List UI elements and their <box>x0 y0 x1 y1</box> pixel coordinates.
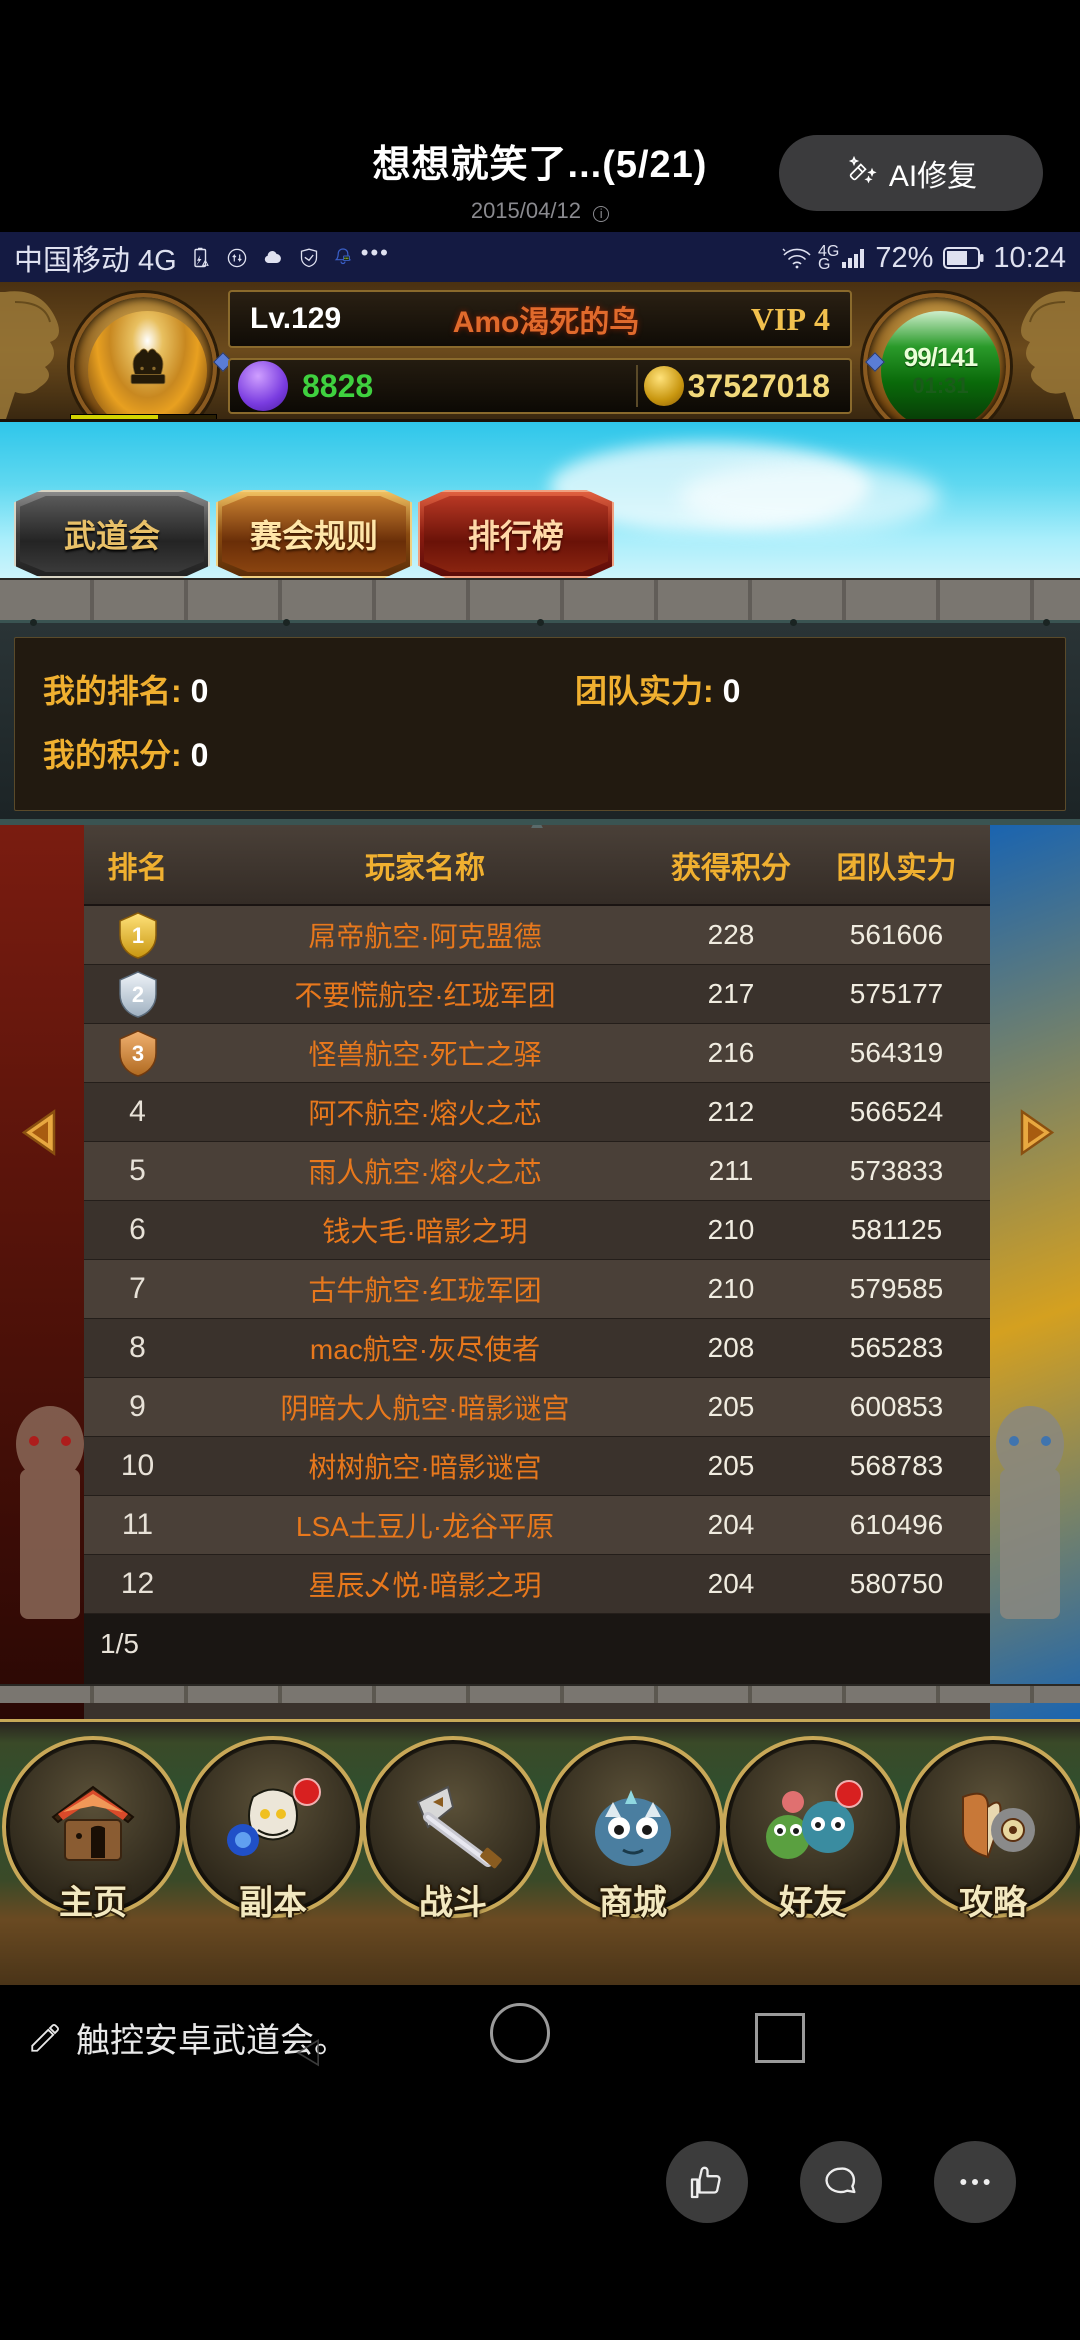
svg-text:3: 3 <box>131 1041 143 1066</box>
svg-text:!: ! <box>206 262 207 266</box>
svg-text:1: 1 <box>131 923 143 948</box>
svg-text:2: 2 <box>131 982 143 1007</box>
